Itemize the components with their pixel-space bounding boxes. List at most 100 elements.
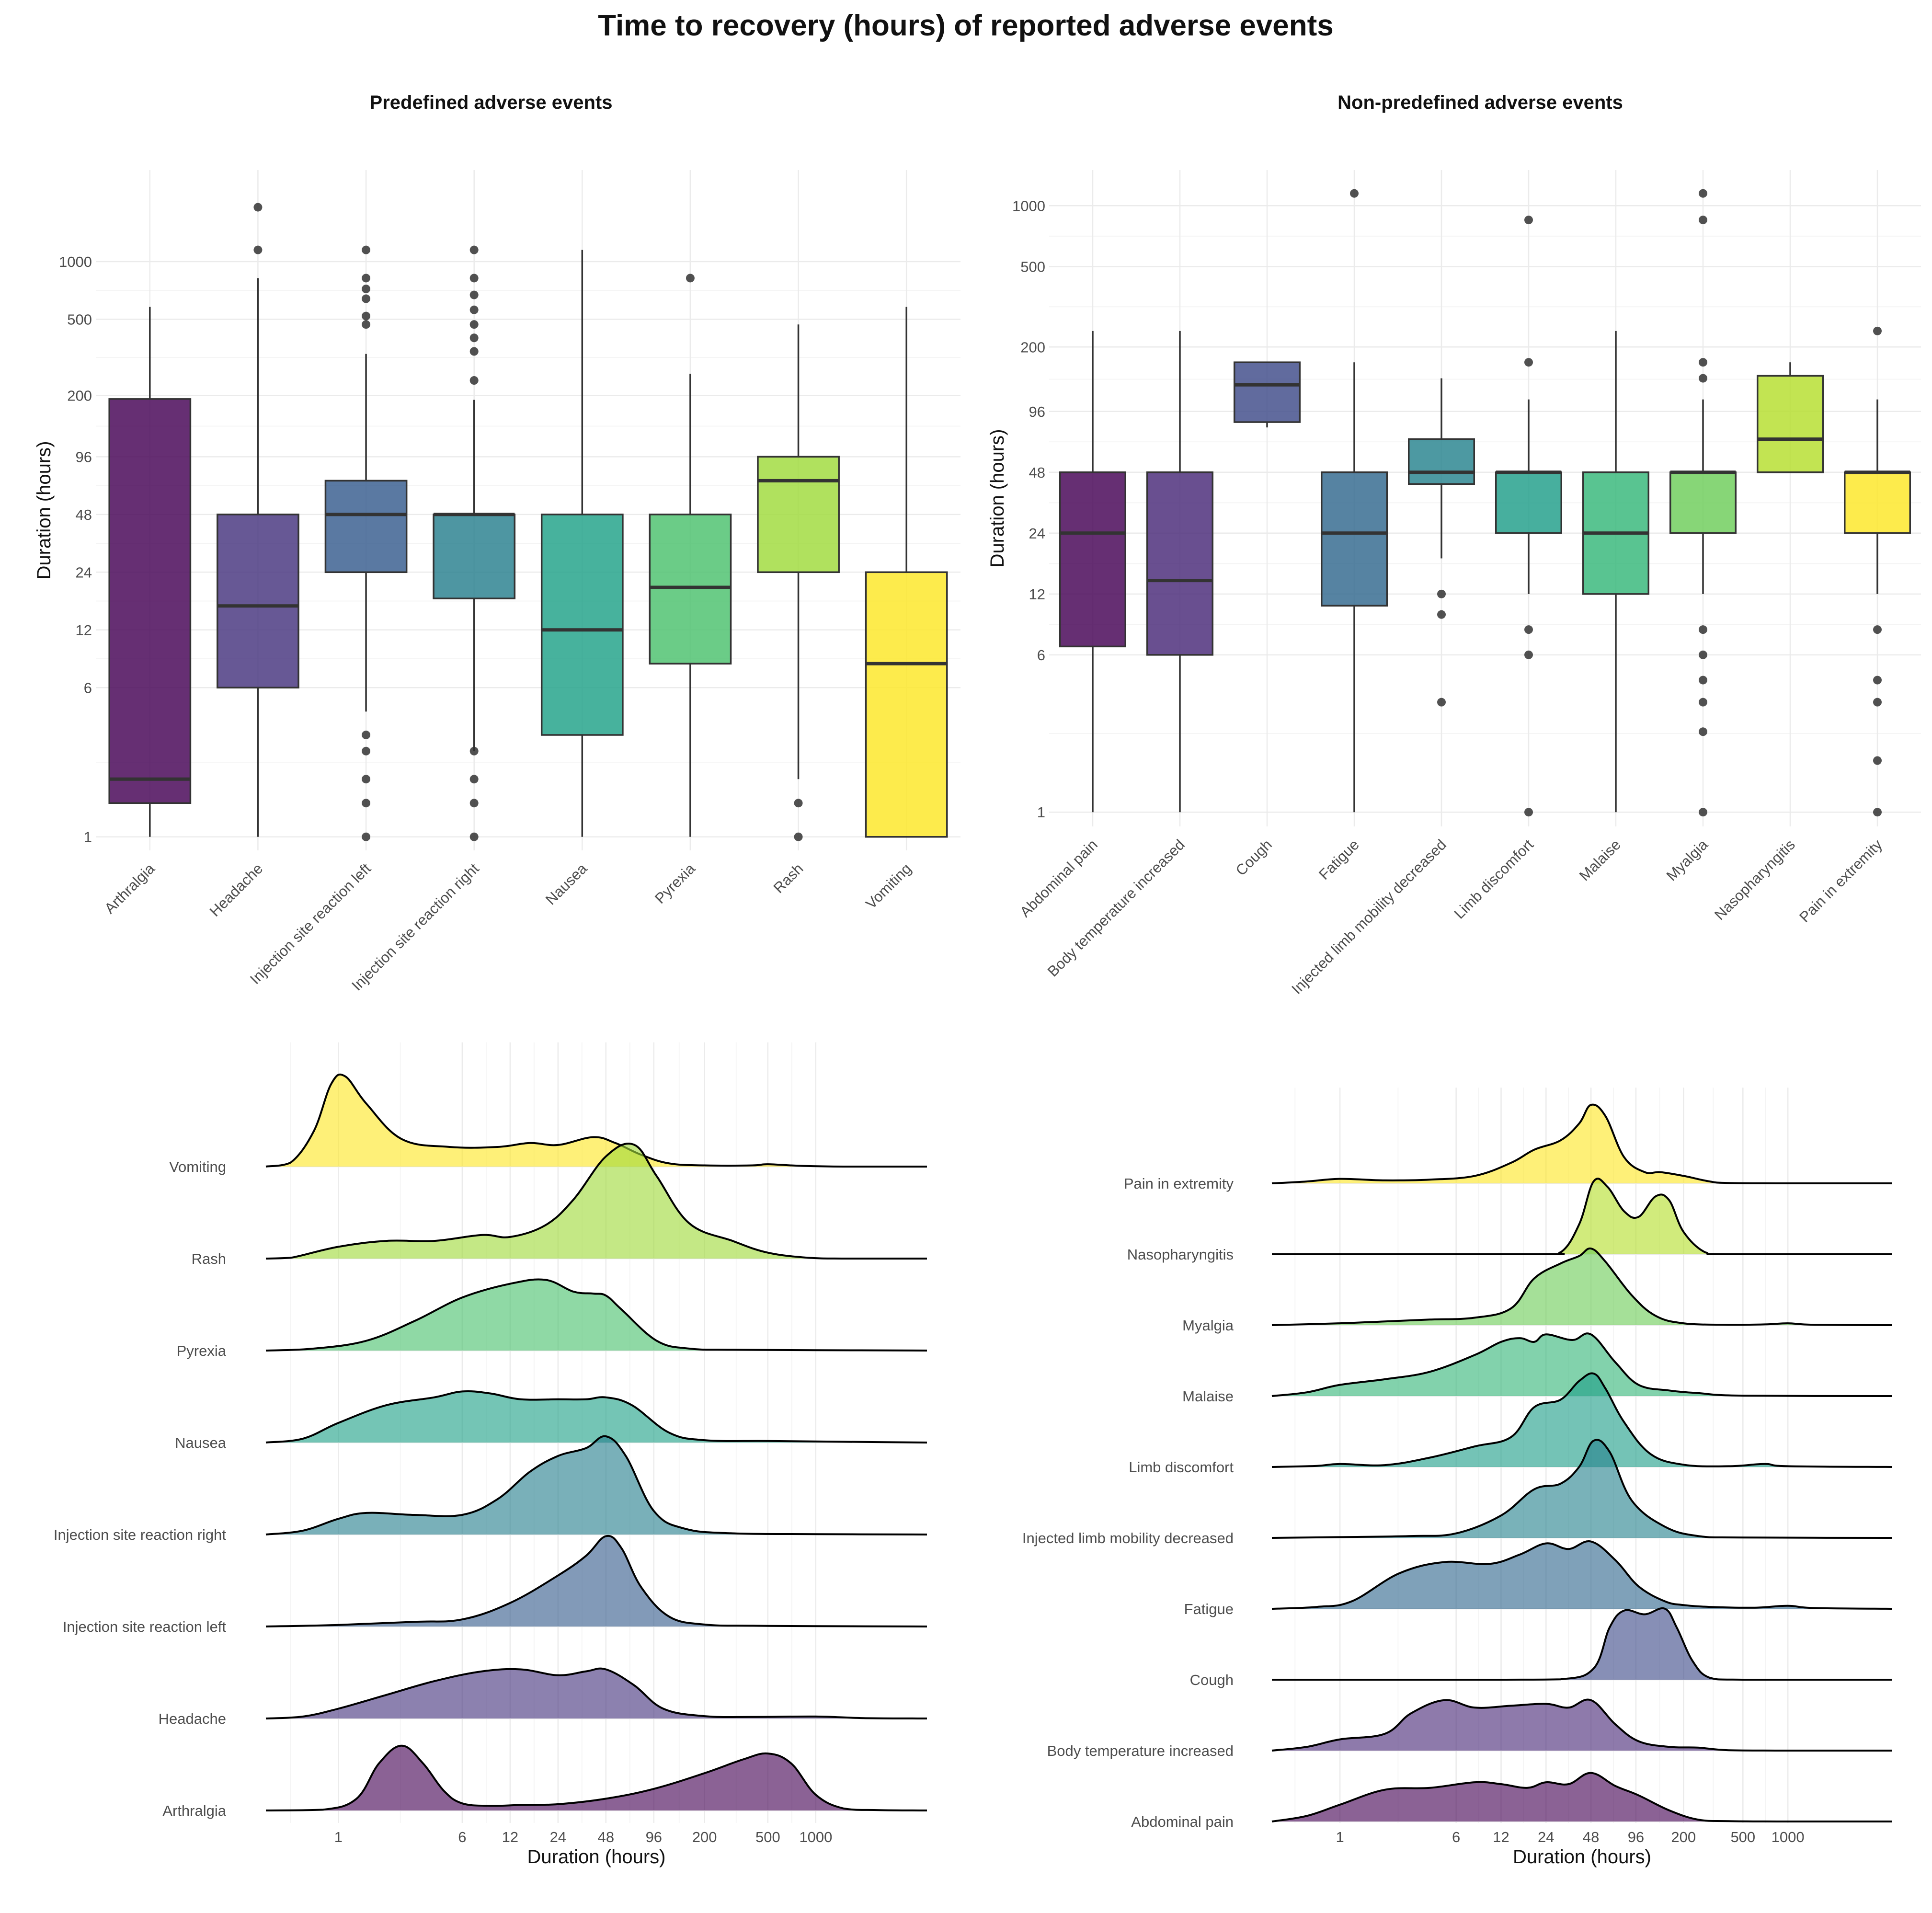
outlier-point [1437,589,1446,598]
ridge-fill [1272,1773,1892,1821]
outlier-point [1873,326,1882,335]
ridge-line [1271,1332,1893,1397]
outlier-point [1699,216,1707,225]
y-tick-label: Body temperature increased [1047,1742,1234,1759]
x-tick-label: Body temperature increased [1044,836,1188,980]
box-body [1757,375,1824,473]
box-body [1669,471,1737,534]
outlier-point [1873,756,1882,765]
y-tick-label: Limb discomfort [1129,1459,1234,1476]
ridge-fill [266,1668,927,1718]
panel-nonpredefined-boxplot: Non-predefined adverse events 1 6 12 24 48 96… [987,92,1921,997]
outlier-point [469,290,479,299]
y-tick-label: 6 [84,679,92,696]
ridge-fill [1272,1541,1892,1609]
box-body [324,480,408,573]
x-tick-label: Limb discomfort [1451,836,1537,922]
x-tick-label: 24 [550,1829,566,1845]
outlier-point [1699,676,1707,685]
outlier-point [1873,698,1882,707]
outlier-point [469,274,479,283]
box-body [649,514,732,665]
panel-title: Predefined adverse events [370,92,613,113]
x-tick-label: 500 [755,1829,780,1845]
ridge-fill [1272,1699,1892,1751]
box-injection-site-reaction-right [433,245,516,841]
box-nausea [540,250,624,837]
ridge-abdominal-pain [1271,1772,1892,1823]
outlier-point [1524,650,1533,659]
y-tick-label: 1000 [1012,197,1045,214]
box-cough [1234,361,1301,428]
ridge-line [265,1667,927,1719]
ridge-vomiting [265,1073,927,1168]
outlier-point [362,294,371,303]
ridge-fill [1272,1248,1892,1325]
outlier-point [469,320,479,329]
outlier-point [1524,808,1533,817]
ridge-line [265,1435,927,1535]
outlier-point [1873,625,1882,634]
y-tick-label: Injection site reaction right [54,1526,227,1543]
outlier-point [469,347,479,356]
ridge-line [1272,1607,1892,1681]
y-tick-label: 12 [76,622,92,639]
panel-predefined-ridgeline: 1 6 12 24 48 96 200 500 1000 Arthralgia Headache In… [54,1042,927,1867]
x-tick-label: Nasopharyngitis [1711,836,1798,923]
x-tick-label: Rash [770,860,807,896]
figure-title: Time to recovery (hours) of reported adv… [598,9,1334,42]
y-tick-label: Abdominal pain [1131,1813,1234,1830]
ridge-injection-site-reaction-left [265,1535,927,1627]
panel-predefined-boxplot: Predefined adverse events 1 6 12 24 48 96 200 5… [34,92,960,994]
outlier-point [1699,727,1707,736]
box-pain-in-extremity [1844,326,1911,817]
y-tick-label: Malaise [1182,1388,1234,1405]
outlier-point [1699,374,1707,383]
x-tick-label: Pain in extremity [1796,836,1886,926]
y-tick-label: Cough [1190,1672,1234,1688]
outlier-point [469,775,479,784]
ridge-nausea [265,1390,927,1443]
ridge-body-temperature-increased [1271,1698,1892,1752]
outlier-point [1873,676,1882,685]
outlier-point [1699,808,1707,817]
x-tick-label: Headache [206,860,266,920]
x-tick-label: 12 [1493,1829,1509,1845]
box-body [757,456,840,573]
outlier-point [362,746,371,756]
x-tick-label: 200 [1671,1829,1696,1845]
ridge-line [1271,1372,1893,1468]
y-tick-label: 500 [1020,258,1045,275]
outlier-point [1699,625,1707,634]
ridge-line [1271,1540,1893,1610]
box-body [1321,471,1388,607]
y-tick-label: 500 [67,311,92,328]
x-tick-label: Fatigue [1315,836,1362,883]
x-tick-label: 24 [1538,1829,1554,1845]
outlier-point [469,333,479,343]
y-tick-label: Nasopharyngitis [1127,1246,1234,1263]
ridge-line [265,1278,927,1352]
outlier-point [686,274,695,283]
box-body [1408,438,1475,485]
ridge-fill [1272,1333,1892,1396]
outlier-point [253,203,263,212]
y-tick-label: 12 [1029,586,1045,603]
ridge-line [1272,1178,1892,1256]
x-tick-label: 6 [1452,1829,1460,1845]
ridge-line [265,1744,927,1811]
y-tick-label: 200 [67,388,92,404]
outlier-point [1524,216,1533,225]
ridge-line [265,1073,927,1168]
box-injected-limb-mobility-decreased [1408,378,1475,707]
outlier-point [362,285,371,294]
ridge-pain-in-extremity [1271,1103,1892,1185]
x-tick-label: 48 [1583,1829,1599,1845]
y-tick-label: Rash [192,1250,226,1267]
y-tick-label: Vomiting [169,1158,226,1175]
x-tick-label: 200 [692,1829,717,1845]
box-pyrexia [649,274,732,837]
outlier-point [362,320,371,329]
box-body [108,398,192,804]
outlier-point [362,311,371,321]
